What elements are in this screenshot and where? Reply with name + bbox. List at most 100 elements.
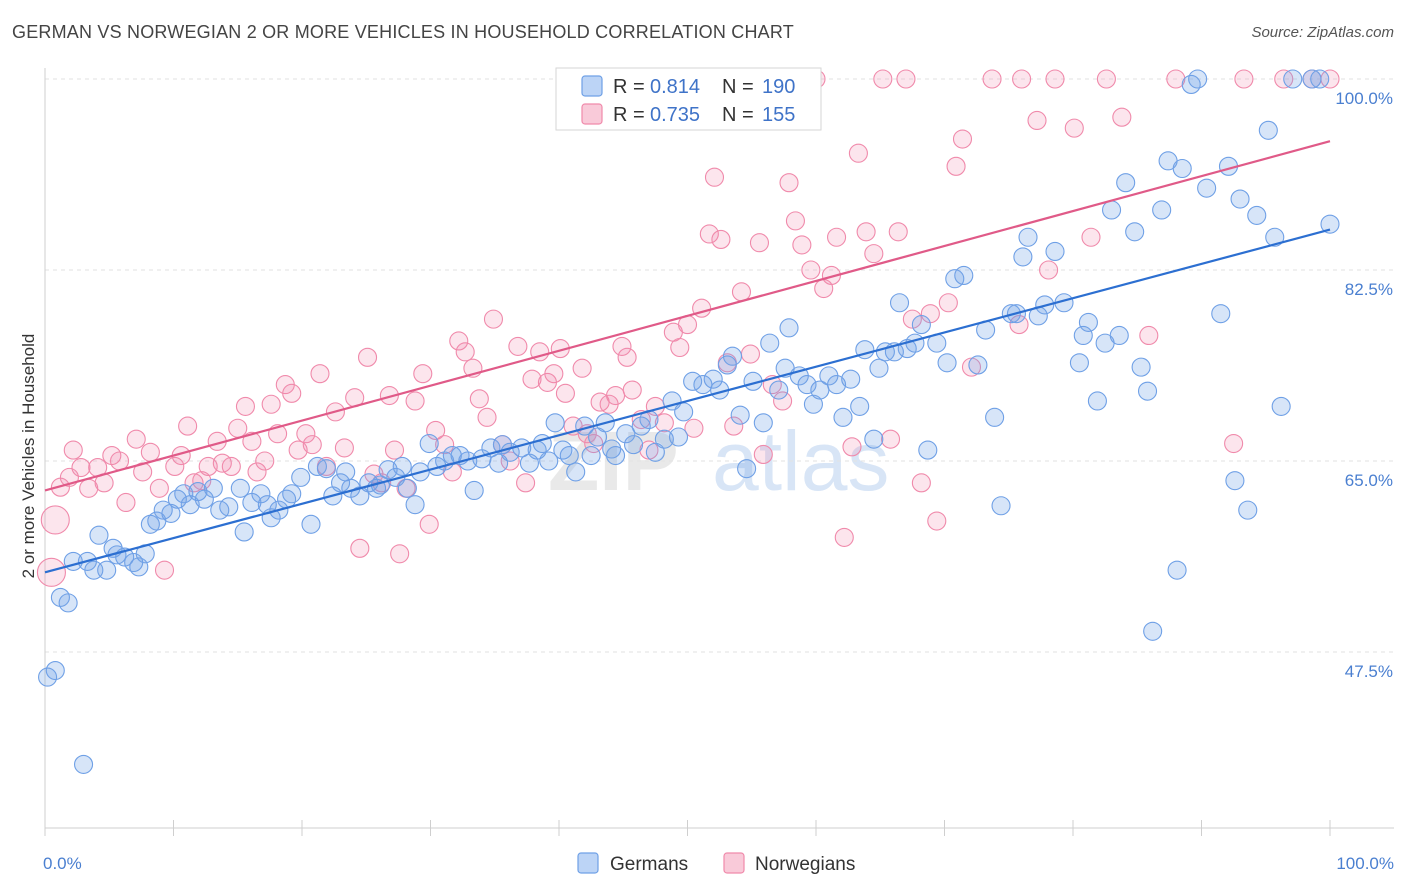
german-point-19 <box>161 503 181 523</box>
norwegian-point-0 <box>36 557 66 587</box>
german-point-119 <box>889 293 910 313</box>
german-point-110 <box>827 375 847 395</box>
german-point-101 <box>760 333 780 353</box>
norwegian-point-31 <box>261 394 281 414</box>
german-point-106 <box>797 375 817 395</box>
norwegian-point-131 <box>1027 110 1047 131</box>
norwegian-point-93 <box>704 167 725 187</box>
german-point-104 <box>779 318 799 338</box>
german-point-87 <box>654 429 674 449</box>
german-point-142 <box>1078 312 1098 332</box>
norwegian-point-115 <box>864 244 884 264</box>
norwegian-point-49 <box>390 544 410 564</box>
norwegian-point-120 <box>902 309 922 329</box>
german-point-61 <box>464 480 484 501</box>
german-point-165 <box>1258 120 1278 140</box>
german-point-93 <box>703 369 723 389</box>
norwegian-point-112 <box>842 437 862 457</box>
norwegian-point-35 <box>288 440 308 460</box>
norwegian-point-11 <box>116 492 136 513</box>
legend-swatch-germans <box>581 75 603 97</box>
y-axis-label: 2 or more Vehicles in Household <box>19 334 38 579</box>
norwegian-point-14 <box>140 442 160 462</box>
norwegian-point-134 <box>1064 118 1084 138</box>
x-tick-label-max: 100.0% <box>1336 854 1394 873</box>
bottom-legend-label-norwegians: Norwegians <box>755 854 855 875</box>
german-point-27 <box>219 497 239 517</box>
norwegian-point-106 <box>801 260 821 280</box>
norwegian-trendline <box>44 140 1331 492</box>
norwegian-point-58 <box>455 342 475 362</box>
german-point-169 <box>1302 69 1322 89</box>
norwegian-point-70 <box>544 364 564 384</box>
german-point-96 <box>722 346 743 366</box>
norwegian-point-74 <box>572 358 592 378</box>
x-tick-labels: 0.0% 100.0% <box>43 854 1394 873</box>
norwegian-point-53 <box>419 514 439 534</box>
german-point-143 <box>1087 391 1107 411</box>
norwegian-point-65 <box>508 336 528 356</box>
norwegian-point-119 <box>896 69 916 89</box>
german-point-140 <box>1069 353 1089 373</box>
norwegian-point-123 <box>927 511 947 531</box>
german-point-125 <box>937 353 957 373</box>
german-point-166 <box>1265 227 1285 247</box>
norwegian-point-104 <box>785 211 805 231</box>
german-point-74 <box>559 445 579 466</box>
german-trendline <box>44 228 1331 574</box>
german-point-158 <box>1197 178 1217 198</box>
norwegian-point-97 <box>731 282 752 302</box>
norwegian-point-86 <box>654 413 674 433</box>
norwegian-point-44 <box>357 347 378 367</box>
german-point-167 <box>1271 396 1291 416</box>
norwegian-point-94 <box>711 229 731 249</box>
norwegian-point-114 <box>856 222 876 242</box>
norwegian-point-81 <box>617 347 637 367</box>
german-point-25 <box>203 478 223 498</box>
norwegian-point-29 <box>247 462 267 482</box>
legend-n-label-germans: N = <box>722 76 754 98</box>
german-point-149 <box>1131 357 1151 377</box>
german-point-81 <box>605 445 626 466</box>
norwegian-point-133 <box>1045 69 1065 89</box>
german-point-164 <box>1247 205 1267 225</box>
norwegian-point-128 <box>982 69 1002 89</box>
norwegian-point-26 <box>228 418 248 438</box>
german-point-159 <box>1211 304 1231 324</box>
german-point-42 <box>330 473 351 493</box>
german-point-127 <box>954 265 974 286</box>
german-point-97 <box>730 405 750 425</box>
german-point-91 <box>683 371 703 391</box>
norwegians-points <box>36 69 1340 587</box>
norwegian-point-110 <box>827 227 847 247</box>
german-point-145 <box>1102 200 1122 220</box>
german-point-170 <box>1310 69 1330 89</box>
norwegian-point-88 <box>670 337 690 358</box>
german-point-134 <box>1013 247 1033 267</box>
bottom-legend-label-germans: Germans <box>610 854 688 875</box>
norwegian-point-17 <box>165 456 185 477</box>
norwegian-point-72 <box>555 383 575 403</box>
german-point-150 <box>1137 381 1158 401</box>
norwegian-point-80 <box>612 336 632 356</box>
norwegian-point-48 <box>384 440 405 460</box>
norwegian-point-138 <box>1139 325 1159 346</box>
norwegian-point-111 <box>834 527 854 547</box>
norwegian-point-41 <box>334 438 354 458</box>
german-point-151 <box>1143 621 1163 641</box>
german-point-18 <box>153 500 173 520</box>
norwegian-point-99 <box>749 233 770 253</box>
bottom-legend: Germans Norwegians <box>577 852 855 875</box>
german-point-147 <box>1116 173 1136 193</box>
german-point-73 <box>553 440 573 460</box>
german-point-2 <box>74 754 94 774</box>
german-point-37 <box>291 467 311 487</box>
german-point-152 <box>1152 200 1172 220</box>
german-point-162 <box>1230 189 1250 209</box>
norwegian-point-15 <box>149 478 169 498</box>
norwegian-point-100 <box>753 444 773 465</box>
german-point-90 <box>674 402 694 422</box>
german-point-113 <box>850 396 870 416</box>
german-point-1 <box>45 661 65 681</box>
german-point-29 <box>234 522 254 542</box>
